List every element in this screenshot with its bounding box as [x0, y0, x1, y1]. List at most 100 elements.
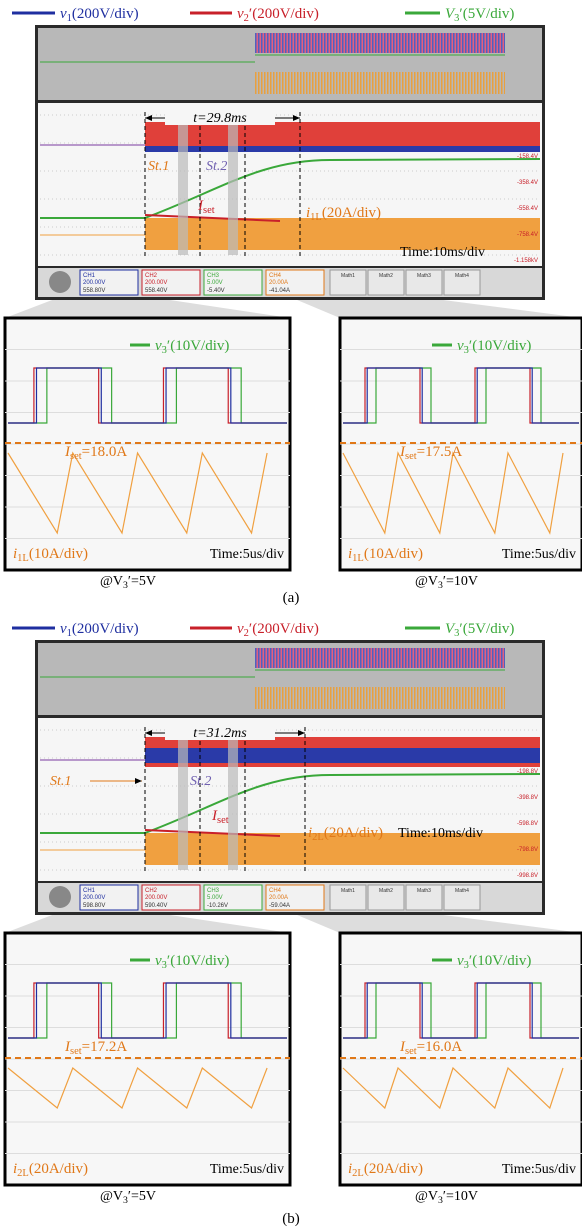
level-label: -398.8V: [517, 795, 538, 801]
legend-entry: V3′(5V/div): [445, 6, 514, 24]
level-label: -758.4V: [517, 232, 538, 238]
logo: [49, 886, 71, 908]
math-name: Math3: [417, 273, 431, 279]
level-label: -998.8V: [517, 873, 538, 879]
iset-value-tail: =16.0A: [417, 1039, 463, 1055]
channel-scale: 200.00V: [83, 280, 105, 286]
voltage-label: v3′(10V/div): [457, 953, 531, 971]
legend-entry-tail: (200V/div): [72, 6, 139, 22]
voltage-label-tail: ′(10V/div): [167, 338, 229, 354]
legend-entry-tail: ′(200V/div): [249, 6, 319, 22]
iset-value-sub: set: [70, 1046, 82, 1057]
logo: [49, 271, 71, 293]
math-name: Math2: [379, 888, 393, 894]
iset-value-tail: =17.2A: [82, 1039, 128, 1055]
current-label-sub: 1L: [352, 553, 364, 564]
math-name: Math1: [341, 273, 355, 279]
current-label-tail: (20A/div): [364, 1161, 423, 1177]
caption: @V3′=5V: [100, 1189, 156, 1206]
stage-bar: [228, 115, 238, 255]
channel-offset: -41.04A: [269, 288, 290, 294]
math-name: Math4: [455, 888, 469, 894]
switch-band-blue: [145, 748, 540, 763]
channel-name: CH1: [83, 888, 96, 894]
iset-value-sub: set: [70, 451, 82, 462]
channel-offset: -5.40V: [207, 288, 225, 294]
channel-offset: 598.80V: [83, 903, 105, 909]
caption-tail: ′=10V: [443, 574, 478, 589]
voltage-label: v3′(10V/div): [457, 338, 531, 356]
caption: @V3′=10V: [415, 574, 478, 591]
zoom-connector: [290, 912, 582, 933]
caption: @V3′=5V: [100, 574, 156, 591]
time-scale: Time:10ms/div: [398, 826, 483, 841]
legend-entry: V3′(5V/div): [445, 621, 514, 639]
legend-entry: v1(200V/div): [60, 6, 139, 24]
voltage-label-tail: ′(10V/div): [469, 953, 531, 969]
math-name: Math2: [379, 273, 393, 279]
caption-main: @V: [100, 1189, 123, 1204]
level-label: -158.4V: [517, 154, 538, 160]
time-scale: Time:5us/div: [502, 1162, 576, 1177]
current-label-tail: (20A/div): [324, 825, 383, 841]
channel-offset: 590.40V: [145, 903, 167, 909]
stage: St.1: [50, 774, 71, 789]
level-label: -558.4V: [517, 206, 538, 212]
caption-main: @V: [415, 1189, 438, 1204]
channel-name: CH3: [207, 888, 220, 894]
channel-name: CH2: [145, 888, 158, 894]
panel-label: (b): [282, 1211, 300, 1227]
zoom-connector: [5, 912, 290, 933]
voltage-label: v3′(10V/div): [155, 338, 229, 356]
channel-name: CH4: [269, 273, 282, 279]
level-label: -1.158kV: [514, 258, 538, 264]
channel-scale: 200.00V: [83, 895, 105, 901]
level-label: -198.8V: [517, 769, 538, 775]
level-label: -358.4V: [517, 180, 538, 186]
caption: @V3′=10V: [415, 1189, 478, 1206]
legend-entry-tail: ′(5V/div): [459, 6, 514, 22]
stage: St.1: [148, 159, 169, 174]
current-label-sub: 1L: [17, 553, 29, 564]
level-label: -598.8V: [517, 821, 538, 827]
channel-scale: 20.00A: [269, 895, 288, 901]
panel-label: (a): [283, 590, 300, 606]
zoom-connector: [290, 297, 582, 318]
interval: t=29.8ms: [193, 111, 247, 126]
legend-entry: v2′(200V/div): [237, 6, 319, 24]
overview-current: [255, 687, 505, 709]
math-name: Math4: [455, 273, 469, 279]
channel-offset: 558.80V: [83, 288, 105, 294]
current-label-sub: 2L: [352, 1168, 364, 1179]
iset-value-sub: set: [405, 451, 417, 462]
legend-entry: v1(200V/div): [60, 621, 139, 639]
figure: v1(200V/div) v2′(200V/div) V3′(5V/div) t=29…: [0, 0, 582, 1230]
iset-value-tail: =18.0A: [82, 444, 128, 460]
zoom-connector: [5, 297, 290, 318]
channel-name: CH3: [207, 273, 220, 279]
voltage-label-tail: ′(10V/div): [167, 953, 229, 969]
time-scale: Time:5us/div: [210, 547, 284, 562]
caption-main: @V: [415, 574, 438, 589]
current-label-sub: 1L: [310, 212, 322, 223]
current-label-sub: 2L: [312, 832, 324, 843]
level-label: -798.8V: [517, 847, 538, 853]
time-scale: Time:5us/div: [210, 1162, 284, 1177]
stage-bar: [178, 730, 188, 870]
channel-offset: -10.26V: [207, 903, 228, 909]
overview-current: [255, 72, 505, 94]
overview-switch: [255, 33, 505, 53]
legend-entry-tail: ′(5V/div): [459, 621, 514, 637]
caption-tail: ′=10V: [443, 1189, 478, 1204]
stage-bar: [228, 730, 238, 870]
current-label-sub: 2L: [17, 1168, 29, 1179]
channel-name: CH1: [83, 273, 96, 279]
channel-offset: 558.40V: [145, 288, 167, 294]
stage: St.2: [190, 774, 211, 789]
channel-scale: 20.00A: [269, 280, 288, 286]
caption-main: @V: [100, 574, 123, 589]
caption-tail: ′=5V: [128, 1189, 156, 1204]
channel-name: CH2: [145, 273, 158, 279]
channel-offset: -59.04A: [269, 903, 290, 909]
iset-label-sub: set: [203, 205, 215, 216]
